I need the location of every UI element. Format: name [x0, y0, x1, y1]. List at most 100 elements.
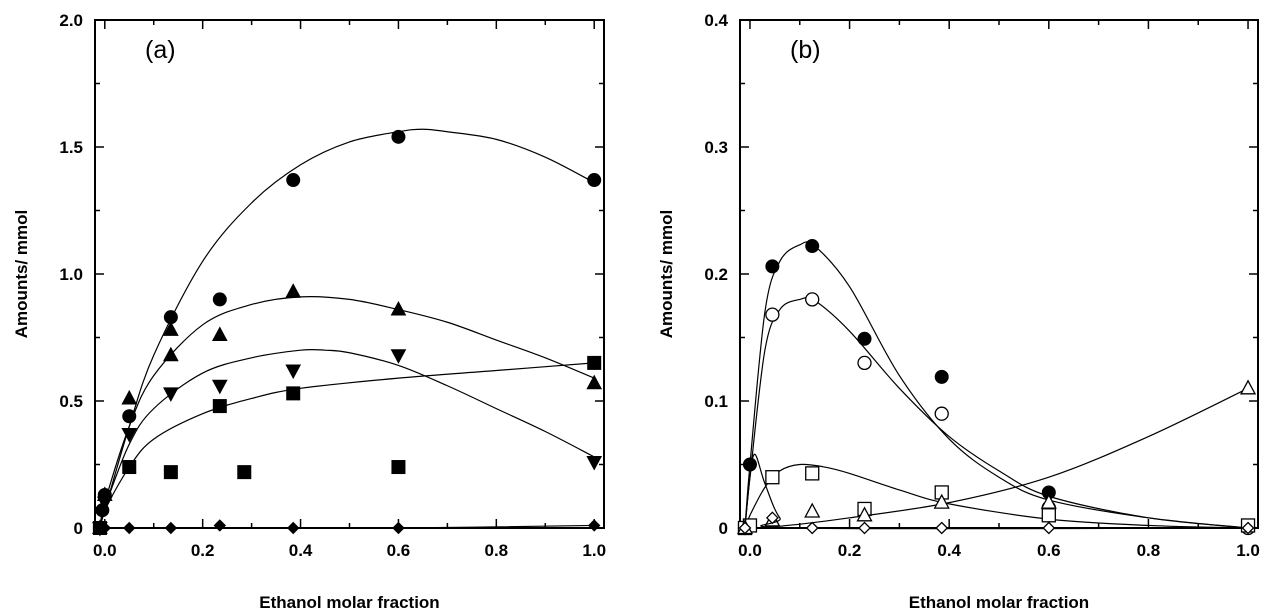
x-axis-title-a: Ethanol molar fraction [259, 593, 439, 612]
x-tick-label: 0.0 [93, 541, 117, 560]
y-tick-label: 0.3 [704, 138, 728, 157]
x-axis-title-b: Ethanol molar fraction [909, 593, 1089, 612]
data-point-open-diamond [1042, 521, 1056, 535]
data-point-filled-circle [122, 409, 137, 424]
x-tick-label: 0.2 [838, 541, 862, 560]
y-tick-label: 0.2 [704, 265, 728, 284]
data-point-filled-square [286, 386, 301, 401]
x-tick-label: 0.4 [937, 541, 961, 560]
data-point-open-triangle-up [933, 493, 950, 509]
data-point-filled-diamond [213, 519, 227, 532]
y-tick-label: 0.4 [704, 11, 728, 30]
fit-curve-filled-square [99, 362, 595, 529]
fit-curve-filled-circle [744, 241, 1249, 529]
y-tick-label: 2.0 [59, 11, 83, 30]
fit-curve-filled-triangle-down [99, 348, 595, 529]
data-point-filled-diamond [123, 521, 136, 535]
series-filled-square [92, 355, 602, 535]
panel-a: 0.0 0.2 0.4 0.6 0.8 1.0 0 0.5 1.0 1.5 2.0 Ethanol m… [12, 11, 606, 612]
x-tick-label: 1.0 [582, 541, 606, 560]
data-point-filled-triangle-down [390, 349, 407, 364]
data-point-filled-triangle-down [285, 364, 302, 380]
data-point-open-square [765, 470, 780, 485]
data-point-filled-diamond [588, 519, 601, 532]
y-axis-title-b: Amounts/ mmol [657, 210, 676, 338]
y-tick-label: 0.1 [704, 392, 728, 411]
data-point-filled-square [122, 460, 137, 475]
data-point-filled-circle [742, 457, 757, 472]
data-point-filled-diamond [164, 521, 178, 535]
fit-curve-open-diamond [744, 453, 1249, 530]
panel-label-b: (b) [790, 36, 821, 64]
data-point-filled-circle [765, 259, 780, 274]
series-filled-diamond [93, 519, 601, 535]
data-point-open-diamond [1241, 521, 1255, 535]
data-point-filled-circle [805, 239, 820, 254]
data-point-filled-circle [934, 369, 949, 384]
data-point-open-triangle-up [1239, 379, 1257, 395]
x-tick-label: 0.2 [191, 541, 215, 560]
data-point-open-triangle-up [1040, 493, 1057, 509]
data-point-filled-triangle-up [121, 389, 138, 405]
x-tick-label: 0.0 [738, 541, 762, 560]
data-point-open-square [805, 466, 820, 481]
data-point-filled-triangle-up [163, 321, 179, 336]
data-point-filled-square [212, 399, 227, 414]
data-point-filled-diamond [287, 521, 300, 535]
data-point-filled-triangle-up [586, 374, 603, 390]
panel-label-a: (a) [145, 36, 176, 64]
data-point-filled-triangle-down [163, 387, 179, 402]
y-tick-label: 0 [74, 519, 83, 538]
data-point-filled-triangle-down [586, 455, 603, 471]
series-filled-triangle-down [92, 348, 603, 537]
data-point-filled-circle [587, 173, 602, 188]
data-point-filled-triangle-up [163, 346, 179, 362]
x-tick-label: 0.6 [1037, 541, 1061, 560]
data-point-open-circle [765, 307, 780, 322]
data-point-filled-diamond [392, 521, 405, 535]
data-point-open-triangle-up [856, 506, 873, 522]
x-tick-label: 1.0 [1236, 541, 1260, 560]
fit-curve-filled-diamond [99, 524, 595, 529]
data-point-filled-square [391, 460, 406, 475]
x-tick-label: 0.4 [289, 541, 313, 560]
data-point-filled-triangle-up [285, 283, 302, 298]
fit-curve-open-circle [744, 296, 1249, 529]
y-tick-label: 1.5 [59, 138, 83, 157]
data-point-filled-triangle-up [211, 326, 228, 341]
series-filled-circle [737, 239, 1256, 535]
y-tick-label: 1.0 [59, 265, 83, 284]
data-point-open-diamond [805, 521, 819, 535]
y-tick-label: 0.5 [59, 392, 83, 411]
data-point-open-triangle-up [804, 502, 821, 518]
plot-frame-a [94, 19, 605, 529]
data-point-filled-circle [857, 331, 872, 346]
x-tick-label: 0.6 [387, 541, 411, 560]
data-point-filled-diamond [98, 521, 111, 535]
data-point-open-circle [805, 292, 820, 307]
series-open-diamond [738, 453, 1255, 535]
fit-curve-open-square [744, 463, 1249, 529]
fit-curve-open-triangle-up [759, 387, 1249, 529]
y-tick-label: 0 [719, 519, 728, 538]
data-point-open-diamond [738, 521, 752, 535]
series-open-circle [737, 292, 1256, 536]
data-point-open-diamond [765, 511, 779, 525]
plot-frame-b [739, 19, 1259, 529]
data-point-open-circle [934, 406, 949, 421]
data-point-filled-circle [286, 173, 301, 188]
series-open-triangle-up [736, 379, 1257, 535]
x-tick-label: 0.8 [485, 541, 509, 560]
panel-b: 0.0 0.2 0.4 0.6 0.8 1.0 0 0.1 0.2 0.3 0.4 Ethanol m… [657, 11, 1260, 612]
data-point-open-circle [857, 355, 872, 371]
y-axis-title-a: Amounts/ mmol [12, 210, 31, 338]
data-point-filled-triangle-up [390, 301, 407, 316]
data-point-filled-square [163, 465, 178, 480]
data-point-open-diamond [858, 521, 871, 535]
data-point-filled-circle [391, 129, 406, 144]
data-point-filled-square [237, 465, 252, 480]
series-open-square [737, 463, 1256, 536]
data-point-filled-circle [212, 292, 227, 307]
data-point-filled-triangle-down [121, 428, 138, 443]
